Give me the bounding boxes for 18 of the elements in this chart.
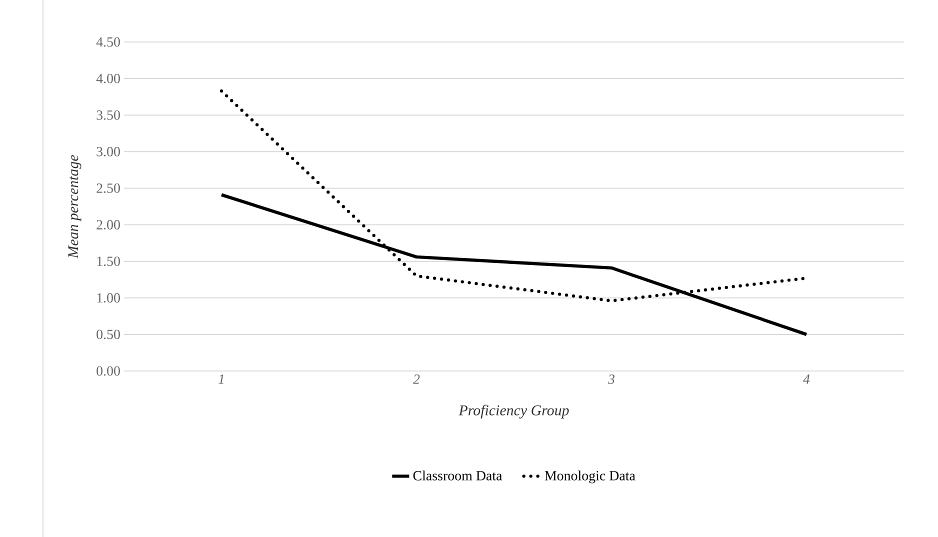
legend-label: Monologic Data	[544, 470, 636, 484]
y-tick-label: 4.50	[96, 37, 120, 47]
y-tick-label: 3.00	[96, 146, 120, 156]
y-tick-label: 0.50	[96, 330, 120, 340]
y-axis-title: Mean percentage	[68, 155, 82, 258]
y-tick-label: 0.00	[96, 366, 120, 376]
y-tick-label: 4.00	[96, 74, 120, 84]
x-tick-label: 4	[803, 374, 810, 384]
x-tick-label: 2	[413, 374, 420, 384]
y-tick-label: 2.50	[96, 183, 120, 193]
x-axis-title: Proficiency Group	[458, 404, 569, 418]
x-tick-label: 3	[608, 374, 615, 384]
x-tick-label: 1	[218, 374, 224, 384]
y-tick-label: 1.00	[97, 293, 120, 303]
y-tick-label: 2.00	[96, 220, 120, 230]
legend-label: Classroom Data	[413, 470, 502, 480]
y-tick-label: 1.50	[97, 256, 120, 266]
y-tick-label: 3.50	[96, 110, 120, 120]
